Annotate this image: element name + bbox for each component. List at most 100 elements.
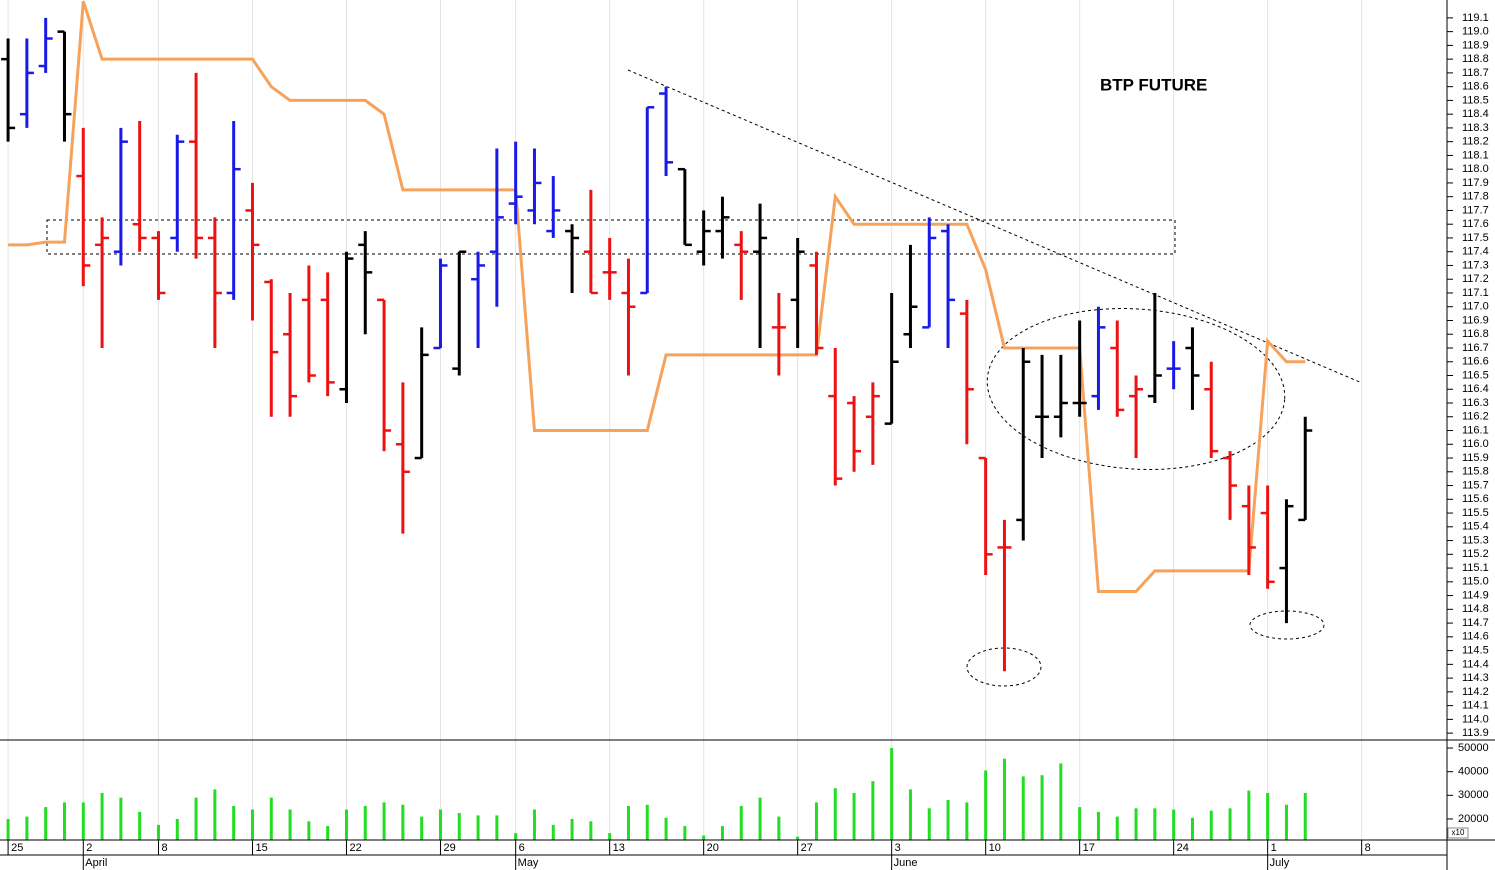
ohlc-bar: [1110, 320, 1125, 417]
volume-bar: [833, 788, 837, 840]
ohlc-bar: [1016, 347, 1031, 541]
ohlc-bar: [884, 292, 899, 425]
ohlc-bar: [414, 327, 429, 460]
y-tick-label: 115.4: [1462, 521, 1489, 533]
volume-bar: [1115, 816, 1119, 840]
ohlc-bar: [978, 456, 993, 575]
volume-bar: [457, 813, 461, 840]
y-tick-label: 114.7: [1462, 617, 1489, 629]
y-tick-label: 117.3: [1462, 259, 1489, 271]
y-tick-label: 118.7: [1462, 67, 1489, 79]
y-tick-label: 118.9: [1462, 39, 1489, 51]
x-tick-label: 6: [519, 842, 525, 854]
volume-bar: [814, 802, 818, 840]
ohlc-bar: [959, 299, 974, 445]
volume-bar: [1190, 817, 1194, 840]
x-tick-label: 24: [1177, 842, 1189, 854]
y-tick-label: 115.8: [1462, 466, 1489, 478]
volume-bar: [1134, 808, 1138, 840]
volume-bar: [514, 833, 518, 840]
volume-bar: [683, 826, 687, 840]
ohlc-bar: [1279, 499, 1294, 624]
y-tick-label: 116.5: [1462, 369, 1489, 381]
volume-bar: [307, 821, 311, 840]
note-box: [1447, 827, 1469, 839]
volume-bar: [156, 824, 160, 840]
volume-bar: [720, 826, 724, 840]
y-tick-label: 119.1: [1462, 12, 1489, 24]
volume-bar: [6, 818, 10, 840]
volume-bar: [420, 816, 424, 840]
ohlc-bar: [1204, 361, 1219, 459]
volume-bar: [288, 809, 292, 840]
volume-bar: [908, 789, 912, 840]
y-tick-label: 116.0: [1462, 438, 1489, 450]
volume-bar: [702, 835, 706, 840]
ohlc-bar: [1260, 485, 1275, 589]
y-tick-label: 117.1: [1462, 287, 1489, 299]
volume-bar: [664, 817, 668, 840]
ohlc-bar: [659, 86, 674, 177]
volume-bar: [1078, 807, 1082, 840]
ohlc-bar: [339, 251, 354, 404]
volume-bar: [1172, 809, 1176, 840]
ohlc-bar: [95, 217, 110, 348]
volume-bar: [946, 800, 950, 840]
ohlc-bar: [997, 519, 1012, 672]
x-tick-label: 27: [801, 842, 813, 854]
ellipse-annotation: [966, 647, 1042, 687]
volume-bar: [363, 805, 367, 840]
volume-bar: [1059, 763, 1063, 840]
y-tick-label: 116.9: [1462, 314, 1489, 326]
volume-bar: [476, 815, 480, 840]
volume-bar: [890, 748, 894, 840]
ohlc-bar: [640, 106, 655, 295]
ohlc-bar: [847, 396, 862, 472]
volume-bar: [852, 792, 856, 840]
y-tick-label: 115.1: [1462, 562, 1489, 574]
trendline: [627, 69, 1363, 384]
volume-bar: [326, 826, 330, 840]
y-tick-label: 114.5: [1462, 645, 1489, 657]
ohlc-bar: [1035, 354, 1050, 459]
ohlc-bar: [527, 148, 542, 225]
chart-title: BTP FUTURE: [1100, 75, 1207, 94]
volume-bar: [213, 789, 217, 840]
stop-line: [8, 0, 1306, 593]
y-tick-label: 118.8: [1462, 53, 1489, 65]
ohlc-bar: [320, 272, 335, 397]
y-tick-label: 114.1: [1462, 700, 1489, 712]
ohlc-bar: [1223, 451, 1238, 520]
y-tick-label: 114.8: [1462, 603, 1489, 615]
y-tick-label: 114.2: [1462, 686, 1489, 698]
ohlc-bar: [734, 231, 749, 300]
y-tick-label: 118.2: [1462, 136, 1489, 148]
ohlc-bar: [790, 237, 805, 348]
y-tick-label: 117.5: [1462, 232, 1489, 244]
y-tick-label: 117.2: [1462, 273, 1489, 285]
ohlc-bar: [696, 210, 711, 266]
x-tick-label: 29: [443, 842, 455, 854]
ohlc-bar: [809, 251, 824, 355]
volume-layer: [6, 748, 1307, 840]
volume-bar: [401, 804, 405, 840]
volume-bar: [25, 816, 29, 840]
y-tick-label: 115.0: [1462, 576, 1489, 588]
volume-bar: [796, 836, 800, 840]
volume-bar: [1228, 808, 1232, 840]
y-tick-label: 117.7: [1462, 204, 1489, 216]
y-tick-label: 117.9: [1462, 177, 1489, 189]
volume-bar: [194, 797, 198, 840]
x-tick-label: 3: [895, 842, 901, 854]
y-tick-label: 116.8: [1462, 328, 1489, 340]
ohlc-bar: [301, 265, 316, 383]
volume-bar: [138, 811, 142, 840]
volume-bar: [551, 824, 555, 840]
ohlc-bar: [508, 141, 523, 225]
y-tick-label: 117.6: [1462, 218, 1489, 230]
y-tick-label: 117.4: [1462, 246, 1489, 258]
y-tick-label: 114.3: [1462, 672, 1489, 684]
